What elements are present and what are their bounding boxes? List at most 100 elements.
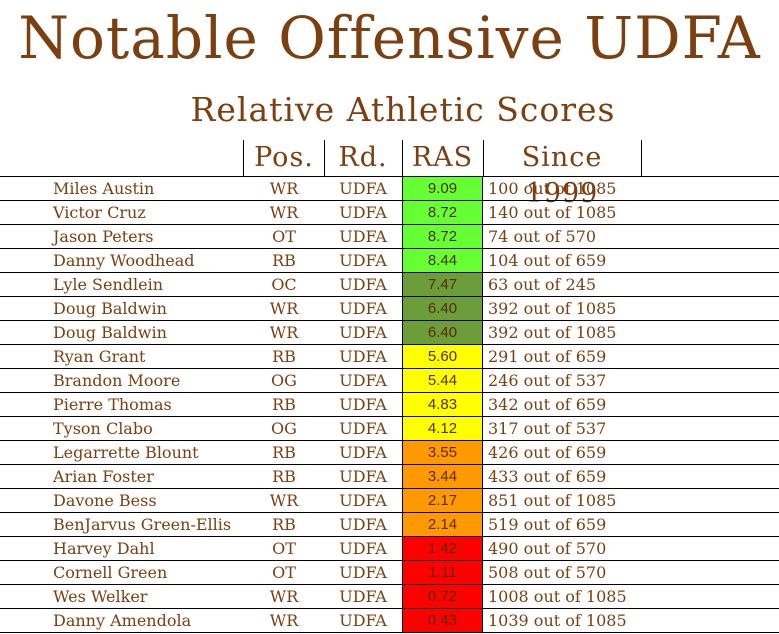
rank-since-1999-cell: 317 out of 537 <box>488 419 607 438</box>
table-row: Miles Austin WR UDFA 9.09 100 out of 1085 <box>0 176 779 200</box>
player-name: Wes Welker <box>53 587 148 606</box>
rank-since-1999-cell: 140 out of 1085 <box>488 203 617 222</box>
player-name: Doug Baldwin <box>53 299 167 318</box>
player-name: Cornell Green <box>53 563 168 582</box>
position-cell: OT <box>272 563 296 582</box>
rank-since-1999-cell: 291 out of 659 <box>488 347 607 366</box>
player-name: Harvey Dahl <box>53 539 155 558</box>
ras-cell: 7.47 <box>402 273 483 296</box>
rank-since-1999-cell: 1008 out of 1085 <box>488 587 627 606</box>
position-cell: OT <box>272 227 296 246</box>
ras-cell: 1.11 <box>402 561 483 584</box>
table-row: Pierre Thomas RB UDFA 4.83 342 out of 659 <box>0 392 779 416</box>
table-row: Ryan Grant RB UDFA 5.60 291 out of 659 <box>0 344 779 368</box>
position-cell: WR <box>269 299 299 318</box>
round-cell: UDFA <box>339 467 387 486</box>
header-pos: Pos. <box>254 142 314 173</box>
round-cell: UDFA <box>339 203 387 222</box>
round-cell: UDFA <box>339 299 387 318</box>
table-row: Davone Bess WR UDFA 2.17 851 out of 1085 <box>0 488 779 512</box>
ras-cell: 3.44 <box>402 465 483 488</box>
position-cell: RB <box>272 515 296 534</box>
rank-since-1999-cell: 851 out of 1085 <box>488 491 617 510</box>
rank-since-1999-cell: 392 out of 1085 <box>488 323 617 342</box>
position-cell: RB <box>272 395 296 414</box>
position-cell: OG <box>271 419 297 438</box>
player-name: Victor Cruz <box>53 203 146 222</box>
round-cell: UDFA <box>339 371 387 390</box>
header-divider <box>402 140 403 176</box>
player-name: Miles Austin <box>53 179 155 198</box>
round-cell: UDFA <box>339 539 387 558</box>
round-cell: UDFA <box>339 515 387 534</box>
round-cell: UDFA <box>339 395 387 414</box>
table-row: Victor Cruz WR UDFA 8.72 140 out of 1085 <box>0 200 779 224</box>
table-row: Lyle Sendlein OC UDFA 7.47 63 out of 245 <box>0 272 779 296</box>
ras-table: Miles Austin WR UDFA 9.09 100 out of 1085 Vic… <box>0 176 779 633</box>
table-row: Danny Amendola WR UDFA 0.43 1039 out of 1085 <box>0 608 779 633</box>
table-row: Wes Welker WR UDFA 0.72 1008 out of 1085 <box>0 584 779 608</box>
header-divider <box>641 140 642 176</box>
table-row: Cornell Green OT UDFA 1.11 508 out of 570 <box>0 560 779 584</box>
position-cell: RB <box>272 467 296 486</box>
rank-since-1999-cell: 508 out of 570 <box>488 563 607 582</box>
ras-cell: 9.09 <box>402 177 483 200</box>
player-name: Brandon Moore <box>53 371 181 390</box>
position-cell: RB <box>272 251 296 270</box>
round-cell: UDFA <box>339 275 387 294</box>
player-name: BenJarvus Green-Ellis <box>53 515 232 534</box>
ras-cell: 5.44 <box>402 369 483 392</box>
rank-since-1999-cell: 104 out of 659 <box>488 251 607 270</box>
round-cell: UDFA <box>339 563 387 582</box>
player-name: Arian Foster <box>53 467 154 486</box>
position-cell: RB <box>272 347 296 366</box>
ras-cell: 2.17 <box>402 489 483 512</box>
ras-cell: 8.72 <box>402 201 483 224</box>
table-row: Arian Foster RB UDFA 3.44 433 out of 659 <box>0 464 779 488</box>
rank-since-1999-cell: 1039 out of 1085 <box>488 611 627 630</box>
ras-cell: 6.40 <box>402 321 483 344</box>
rank-since-1999-cell: 63 out of 245 <box>488 275 597 294</box>
rank-since-1999-cell: 246 out of 537 <box>488 371 607 390</box>
chart-title: Notable Offensive UDFA <box>18 4 761 72</box>
rank-since-1999-cell: 100 out of 1085 <box>488 179 617 198</box>
header-divider <box>483 140 484 176</box>
ras-cell: 4.12 <box>402 417 483 440</box>
ras-cell: 3.55 <box>402 441 483 464</box>
position-cell: WR <box>269 491 299 510</box>
position-cell: OT <box>272 539 296 558</box>
player-name: Danny Woodhead <box>53 251 195 270</box>
round-cell: UDFA <box>339 587 387 606</box>
table-row: Jason Peters OT UDFA 8.72 74 out of 570 <box>0 224 779 248</box>
table-row: Tyson Clabo OG UDFA 4.12 317 out of 537 <box>0 416 779 440</box>
header-divider <box>243 140 244 176</box>
ras-cell: 1.42 <box>402 537 483 560</box>
ras-cell: 0.43 <box>402 609 483 632</box>
rank-since-1999-cell: 426 out of 659 <box>488 443 607 462</box>
round-cell: UDFA <box>339 251 387 270</box>
ras-cell: 0.72 <box>402 585 483 608</box>
round-cell: UDFA <box>339 443 387 462</box>
position-cell: WR <box>269 611 299 630</box>
table-row: Brandon Moore OG UDFA 5.44 246 out of 537 <box>0 368 779 392</box>
player-name: Legarrette Blount <box>53 443 199 462</box>
ras-cell: 8.44 <box>402 249 483 272</box>
round-cell: UDFA <box>339 179 387 198</box>
position-cell: OC <box>271 275 297 294</box>
player-name: Tyson Clabo <box>53 419 153 438</box>
position-cell: WR <box>269 323 299 342</box>
player-name: Pierre Thomas <box>53 395 172 414</box>
header-since: Since 1999 <box>521 142 603 209</box>
player-name: Doug Baldwin <box>53 323 167 342</box>
table-row: Legarrette Blount RB UDFA 3.55 426 out of 65… <box>0 440 779 464</box>
table-row: Doug Baldwin WR UDFA 6.40 392 out of 1085 <box>0 320 779 344</box>
round-cell: UDFA <box>339 323 387 342</box>
rank-since-1999-cell: 392 out of 1085 <box>488 299 617 318</box>
player-name: Ryan Grant <box>53 347 146 366</box>
chart-subtitle: Relative Athletic Scores <box>190 90 616 129</box>
rank-since-1999-cell: 433 out of 659 <box>488 467 607 486</box>
round-cell: UDFA <box>339 491 387 510</box>
rank-since-1999-cell: 490 out of 570 <box>488 539 607 558</box>
round-cell: UDFA <box>339 347 387 366</box>
round-cell: UDFA <box>339 611 387 630</box>
